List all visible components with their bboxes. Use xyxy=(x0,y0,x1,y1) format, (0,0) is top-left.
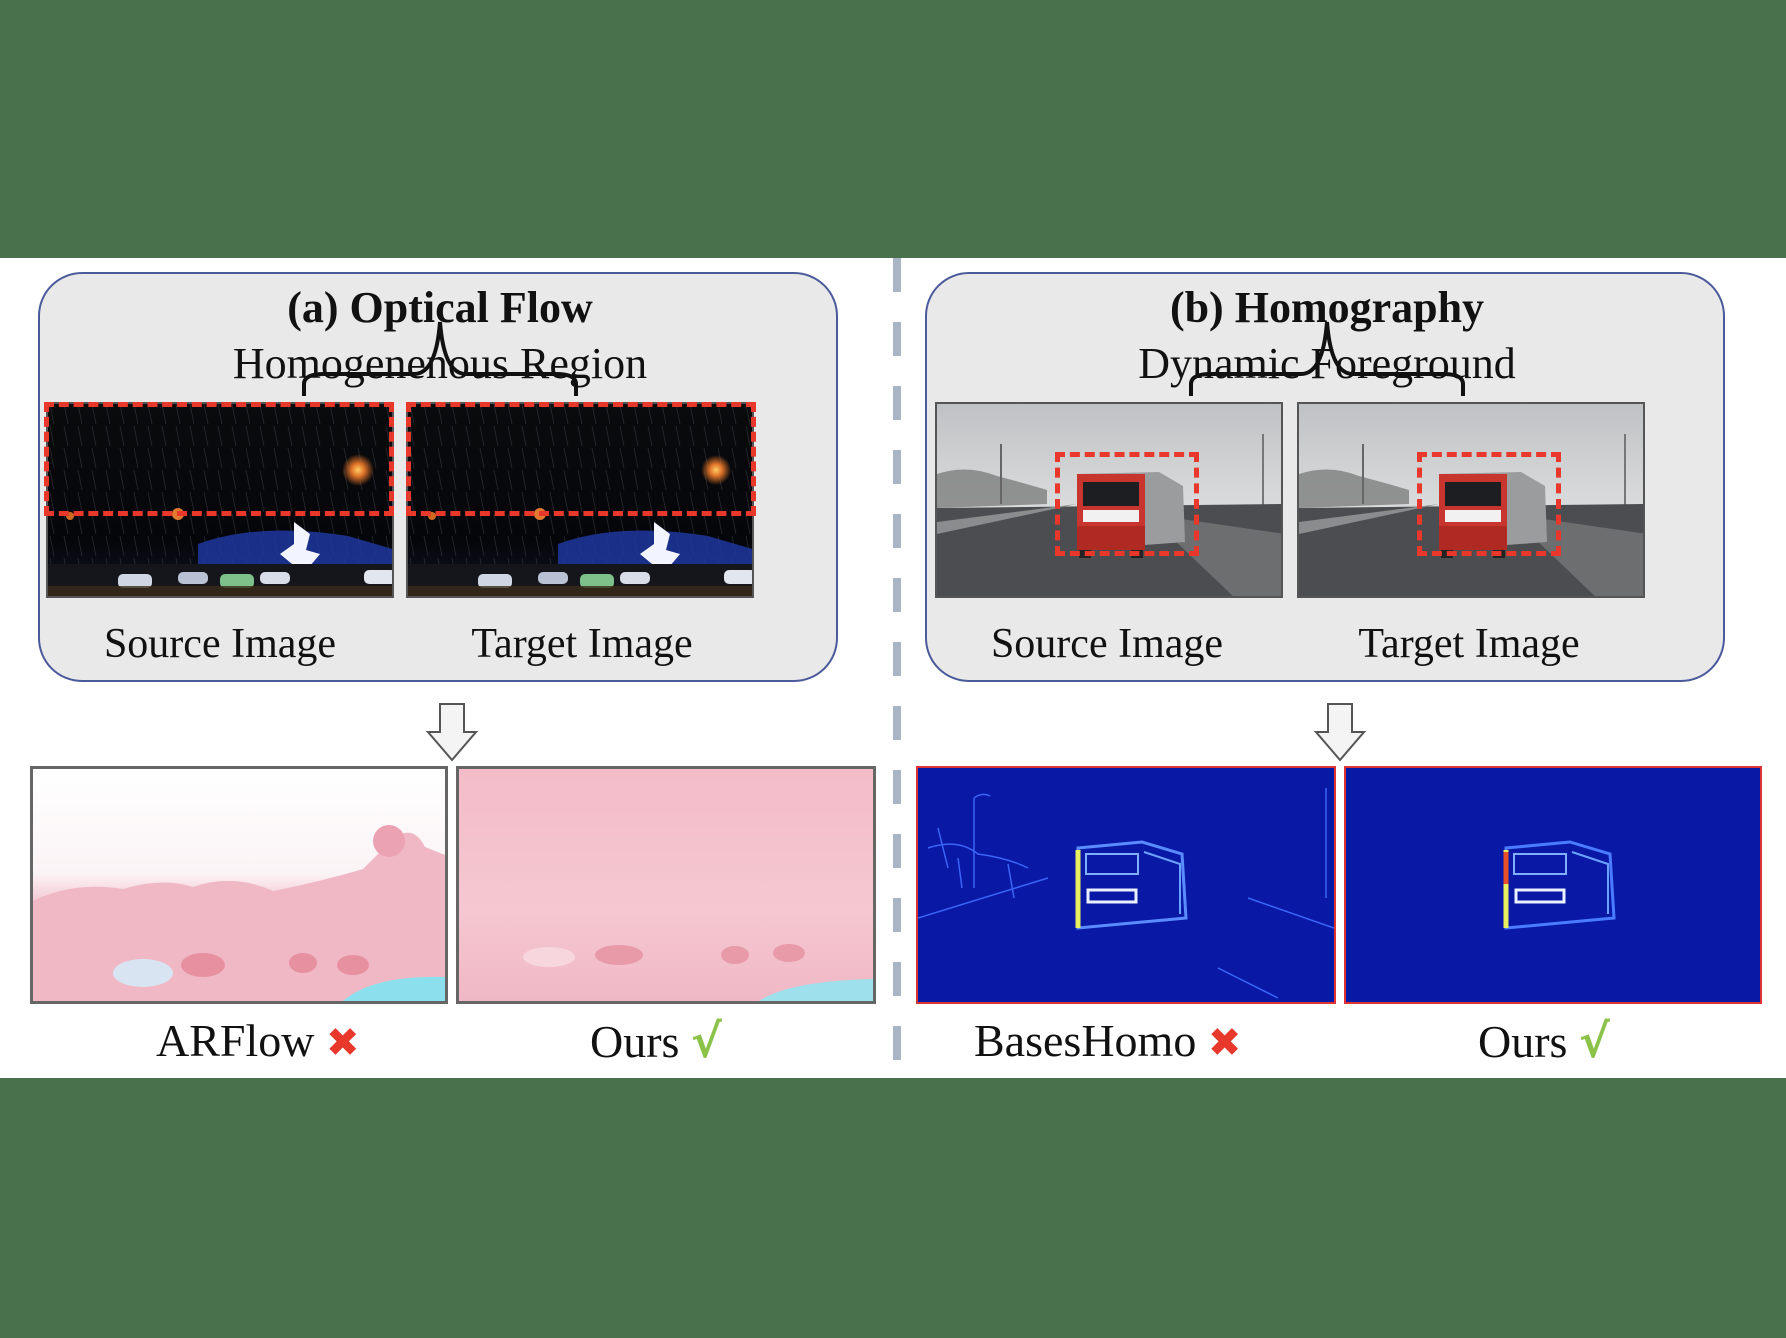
panel-a-source-caption: Source Image xyxy=(103,621,337,667)
panel-optical-flow: (a) Optical Flow Homogenenous Region xyxy=(38,272,838,682)
ours-caption-b: Ours √ xyxy=(1478,1014,1610,1068)
figure: (a) Optical Flow Homogenenous Region xyxy=(0,258,1786,1078)
error-heatmap xyxy=(918,768,1334,1002)
source-image-night xyxy=(46,402,394,598)
target-image-night xyxy=(406,402,754,598)
arflow-flow-result xyxy=(30,766,448,1004)
ours-error-map xyxy=(1344,766,1762,1004)
bus xyxy=(1077,472,1185,558)
check-mark-icon: √ xyxy=(1578,1014,1610,1068)
bus xyxy=(1439,472,1547,558)
homogeneous-region-box xyxy=(44,402,394,516)
night-scene xyxy=(48,404,392,596)
ours-label-b: Ours xyxy=(1478,1016,1568,1067)
cross-mark-icon: ✖ xyxy=(1207,1020,1242,1066)
check-mark-icon: √ xyxy=(690,1014,722,1068)
panel-a-target-caption: Target Image xyxy=(471,621,693,667)
dynamic-foreground-box xyxy=(1055,452,1199,556)
ours-flow-result xyxy=(456,766,876,1004)
section-divider xyxy=(893,258,901,1078)
baseshomo-caption: BasesHomo ✖ xyxy=(974,1014,1241,1067)
target-image-road xyxy=(1297,402,1645,598)
baseshomo-label: BasesHomo xyxy=(974,1015,1197,1066)
panel-b-target-caption: Target Image xyxy=(1358,621,1580,667)
night-scene xyxy=(408,404,752,596)
arflow-caption: ARFlow ✖ xyxy=(156,1014,360,1067)
error-heatmap xyxy=(1346,768,1760,1002)
bus-outline xyxy=(1075,840,1188,930)
road-scene xyxy=(1299,404,1643,596)
panel-homography: (b) Homography Dynamic Foreground xyxy=(925,272,1725,682)
bus-outline xyxy=(1503,840,1616,930)
cross-mark-icon: ✖ xyxy=(325,1020,360,1066)
flow-field xyxy=(33,769,445,1001)
arflow-label: ARFlow xyxy=(156,1015,315,1066)
dynamic-foreground-box xyxy=(1417,452,1561,556)
brace-icon xyxy=(1189,321,1465,396)
down-arrow-icon xyxy=(426,703,478,762)
down-arrow-icon xyxy=(1314,703,1366,762)
homogeneous-region-box xyxy=(406,402,756,516)
panel-b-subtitle: Dynamic Foreground xyxy=(1138,339,1516,388)
ours-label-a: Ours xyxy=(590,1016,680,1067)
brace-icon xyxy=(302,321,578,396)
flow-field xyxy=(459,769,873,1001)
panel-a-subtitle: Homogenenous Region xyxy=(232,339,648,388)
panel-b-source-caption: Source Image xyxy=(990,621,1224,667)
baseshomo-error-map xyxy=(916,766,1336,1004)
ours-caption-a: Ours √ xyxy=(590,1014,722,1068)
